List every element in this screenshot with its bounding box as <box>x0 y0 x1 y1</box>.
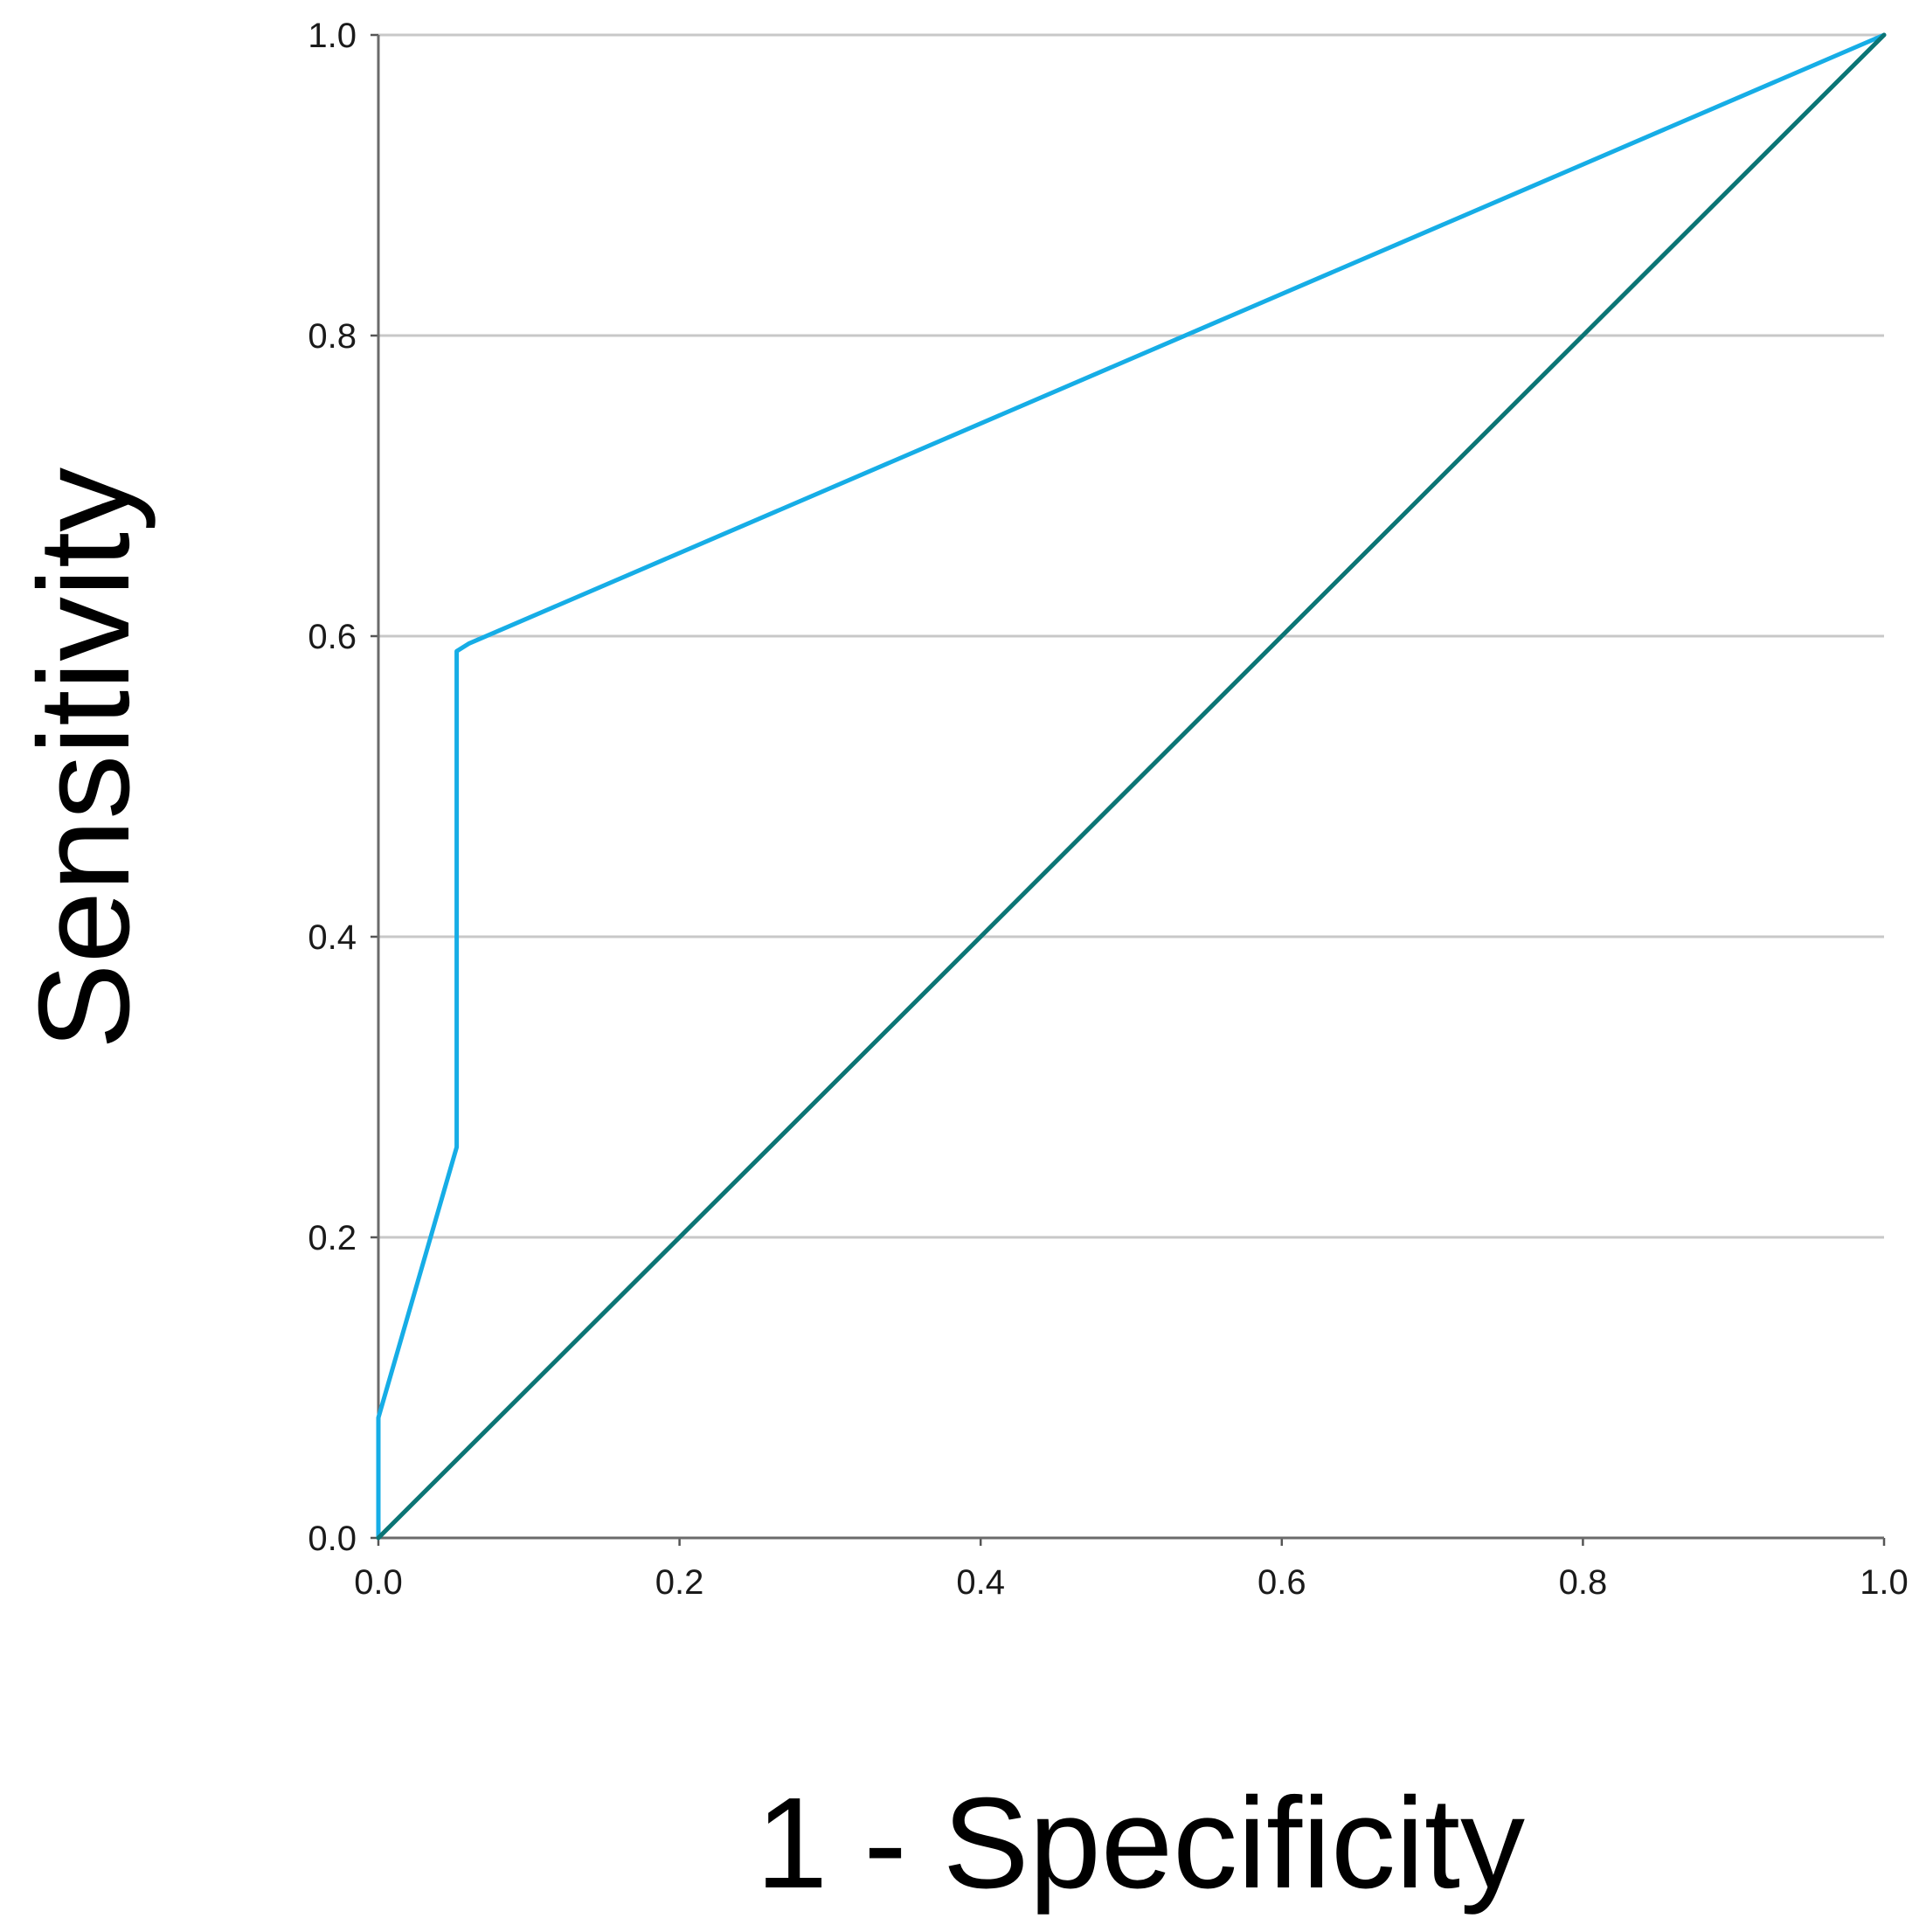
x-tick-label: 0.4 <box>956 1563 1005 1602</box>
x-tick-label: 0.2 <box>655 1563 704 1602</box>
x-tick-label: 1.0 <box>1860 1563 1909 1602</box>
series-lines <box>376 32 1887 1541</box>
y-tick-label: 0.4 <box>308 918 357 957</box>
gridlines <box>378 33 1884 1239</box>
reference-diagonal-line <box>376 32 1887 1541</box>
y-tick-label: 0.6 <box>308 618 357 656</box>
y-tick-label: 0.2 <box>308 1219 357 1257</box>
x-tick-label: 0.6 <box>1257 1563 1306 1602</box>
y-tick-label: 0.0 <box>308 1520 357 1558</box>
roc-curve-line <box>376 32 1887 1541</box>
x-axis-title: 1 - Specificity <box>756 1771 1525 1915</box>
y-axis-title: Sensitivity <box>12 467 156 1049</box>
tick-labels: 0.0 0.2 0.4 0.6 0.8 1.0 0.0 0.2 0.4 0.6 0.8 1.0 <box>308 17 1908 1602</box>
y-tick-label: 0.8 <box>308 317 357 356</box>
y-tick-label: 1.0 <box>308 17 357 55</box>
x-tick-label: 0.8 <box>1559 1563 1608 1602</box>
x-tick-label: 0.0 <box>354 1563 403 1602</box>
